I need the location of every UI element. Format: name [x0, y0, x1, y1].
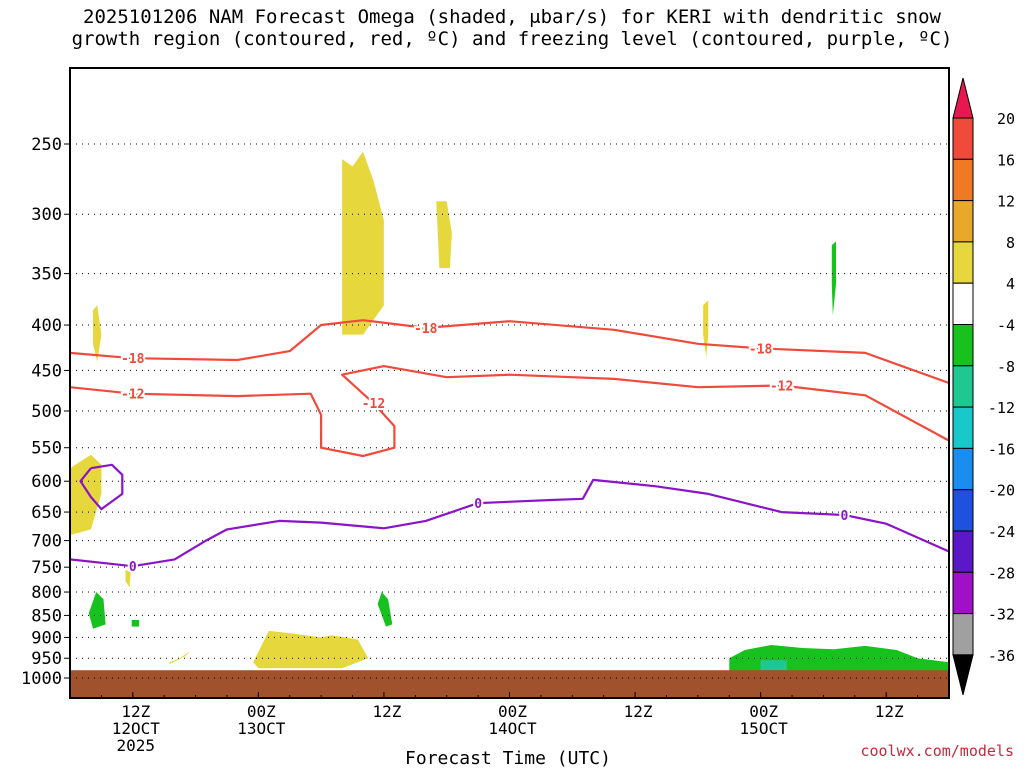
- omega-region-8: [88, 592, 106, 629]
- y-tick-label: 850: [31, 606, 62, 626]
- x-tick-label: 00Z: [247, 702, 276, 721]
- omega-region-1: [93, 305, 102, 362]
- plot-frame: [69, 67, 950, 699]
- x-tick-label: 12Z: [875, 702, 904, 721]
- omega-shading: [70, 151, 949, 675]
- colorbar-box-9: [952, 489, 974, 532]
- contour-label: -12: [770, 380, 793, 395]
- x-tick-label: 12Z: [372, 702, 401, 721]
- omega-region-6: [253, 630, 369, 669]
- contour-label: -18: [749, 342, 773, 357]
- colorbar-label: -12: [988, 399, 1015, 417]
- contour-label: -12: [121, 388, 144, 403]
- colorbar-box-4: [952, 282, 974, 326]
- contour-label: 0: [129, 560, 137, 575]
- colorbar-box-12: [952, 613, 974, 656]
- x-tick-label: 13OCT: [237, 719, 286, 738]
- omega-region-0: [70, 454, 102, 536]
- colorbar: 20 16 12 8 4 -4 -8 -12 -16 -20 -24 -28 -32 -36: [952, 77, 1015, 696]
- omega-region-10: [377, 592, 393, 627]
- x-tick-label: 00Z: [498, 702, 527, 721]
- x-tick-label: 12Z: [624, 702, 653, 721]
- omega-region-2: [125, 569, 131, 588]
- omega-region-9: [131, 619, 140, 627]
- y-tick-label: 450: [31, 361, 62, 381]
- colorbar-box-7: [952, 406, 974, 449]
- colorbar-label: -28: [988, 564, 1015, 582]
- colorbar-box-6: [952, 365, 974, 408]
- omega-region-11: [831, 241, 836, 316]
- contour-label: -18: [121, 352, 145, 367]
- y-tick-label: 1000: [21, 669, 62, 689]
- colorbar-top-arrow: [952, 77, 974, 119]
- colorbar-label: 16: [997, 151, 1015, 169]
- y-tick-label: 800: [31, 583, 62, 603]
- contour-label: -12: [362, 397, 385, 412]
- chart-title-line2: growth region (contoured, red, ºC) and f…: [71, 28, 953, 50]
- colorbar-label: -36: [988, 647, 1015, 665]
- contour-label: 0: [840, 509, 848, 524]
- omega-region-13: [760, 660, 787, 671]
- contour-line-0: [69, 319, 950, 385]
- colorbar-box-1: [952, 158, 974, 202]
- colorbar-box-2: [952, 200, 974, 243]
- y-tick-label: 250: [31, 135, 62, 155]
- x-tick-label: 2025: [117, 736, 156, 755]
- colorbar-label: -20: [988, 482, 1015, 500]
- colorbar-label: 4: [1006, 275, 1015, 293]
- y-tick-label: 750: [31, 558, 62, 578]
- plot-area: [70, 68, 949, 698]
- contour-label: 0: [474, 497, 482, 512]
- chart-title: 2025101206 NAM Forecast Omega (shaded, μ…: [0, 6, 1024, 50]
- colorbar-label: -24: [988, 523, 1015, 541]
- colorbar-label: -8: [997, 358, 1015, 376]
- colorbar-box-0: [952, 117, 974, 160]
- y-tick-label: 300: [31, 205, 62, 225]
- colorbar-box-10: [952, 530, 974, 573]
- y-axis-ticks: 2503003504004505005506006507007508008509…: [21, 135, 70, 689]
- plot-border: [69, 67, 950, 699]
- colorbar-bottom-arrow: [952, 654, 974, 696]
- colorbar-label: -4: [997, 317, 1015, 335]
- x-tick-label: 12Z: [121, 702, 150, 721]
- x-tick-label: 14OCT: [488, 719, 537, 738]
- omega-region-5: [703, 300, 709, 358]
- colorbar-label: 8: [1006, 234, 1015, 252]
- credit-text: coolwx.com/models: [860, 742, 1014, 760]
- colorbar-box-11: [952, 571, 974, 615]
- y-tick-label: 400: [31, 316, 62, 336]
- y-tick-label: 650: [31, 503, 62, 523]
- colorbar-label: -16: [988, 440, 1015, 458]
- colorbar-box-5: [952, 324, 974, 367]
- y-tick-label: 350: [31, 265, 62, 285]
- chart-title-line1: 2025101206 NAM Forecast Omega (shaded, μ…: [83, 6, 941, 28]
- contour-line-2: [69, 478, 950, 568]
- y-tick-label: 950: [31, 649, 62, 669]
- contour-line-3: [79, 463, 124, 511]
- colorbar-label: 12: [997, 193, 1015, 211]
- x-tick-label: 15OCT: [740, 719, 789, 738]
- omega-region-7: [169, 650, 191, 665]
- y-tick-label: 500: [31, 402, 62, 422]
- colorbar-label: 20: [997, 110, 1015, 128]
- colorbar-box-3: [952, 241, 974, 284]
- plot-background: [70, 68, 949, 698]
- y-tick-label: 700: [31, 532, 62, 552]
- x-tick-label: 12OCT: [112, 719, 161, 738]
- x-axis-title: Forecast Time (UTC): [405, 748, 611, 768]
- omega-region-3: [342, 151, 384, 335]
- y-tick-label: 900: [31, 628, 62, 648]
- contour-label: -18: [414, 322, 438, 337]
- y-tick-label: 550: [31, 439, 62, 459]
- omega-region-4: [436, 201, 452, 269]
- contour-line-1: [69, 365, 950, 458]
- colorbar-label: -32: [988, 606, 1015, 624]
- temperature-contours: -18 -18 -18 -12 -12 -12 0 0 0: [69, 319, 950, 577]
- y-tick-label: 600: [31, 472, 62, 492]
- colorbar-box-8: [952, 447, 974, 491]
- x-tick-label: 00Z: [749, 702, 778, 721]
